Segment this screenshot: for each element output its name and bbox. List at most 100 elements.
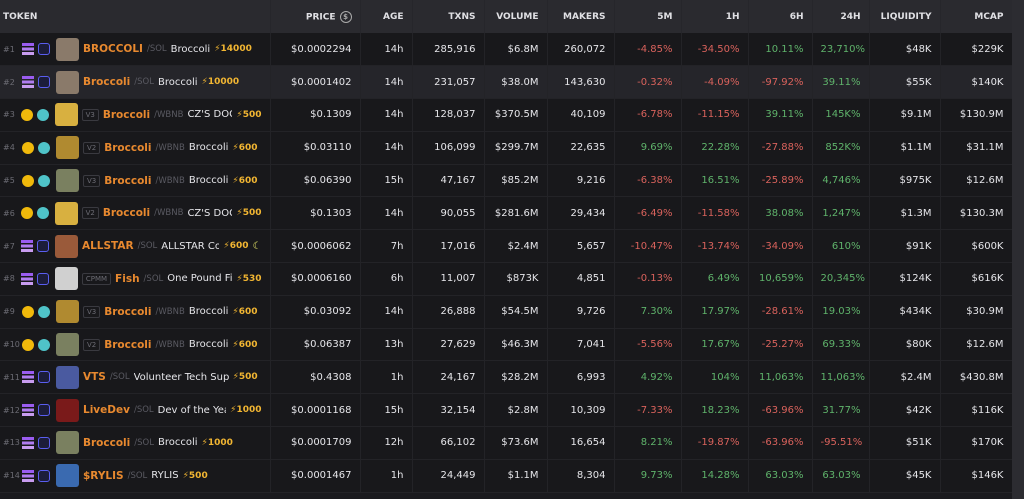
token-symbol: Broccoli	[104, 338, 152, 351]
price-cell: $0.06390	[270, 164, 361, 198]
token-name: Broccoli	[188, 339, 229, 351]
boost-count: 600	[229, 241, 249, 252]
rank-label: #9	[3, 307, 15, 317]
header-volume[interactable]: VOLUME	[484, 0, 548, 33]
table-row[interactable]: #9 V3 Broccoli/WBNB Broccoli ⚡600 $0.03092 14h…	[0, 295, 1013, 329]
token-name: Dev of the Year	[157, 404, 226, 416]
pancakeswap-dex-icon	[36, 207, 49, 220]
token-cell[interactable]: #9 V3 Broccoli/WBNB Broccoli ⚡600	[0, 295, 271, 329]
header-token[interactable]: TOKEN	[0, 0, 271, 33]
age-cell: 1h	[360, 459, 413, 493]
liquidity-cell: $9.1M	[869, 98, 941, 132]
table-row[interactable]: #4 V2 Broccoli/WBNB Broccoli ⚡600 $0.03110 14h…	[0, 131, 1013, 165]
liquidity-cell: $45K	[869, 459, 941, 493]
token-name: CZ'S DOG	[187, 109, 233, 121]
quote-symbol: SOL	[146, 273, 164, 284]
token-cell[interactable]: #6 V2 Broccoli/WBNB CZ'S DOG ⚡500	[0, 196, 271, 231]
token-cell[interactable]: #14 $RYLIS/SOL RYLIS ⚡500	[0, 459, 271, 493]
lightning-icon: ⚡	[232, 306, 239, 317]
token-symbol: Broccoli	[83, 76, 131, 89]
change-6h-cell: 38.08%	[748, 196, 813, 231]
change-6h-cell: -97.92%	[748, 65, 813, 100]
change-6h-cell: -27.88%	[748, 131, 813, 165]
token-cell[interactable]: #4 V2 Broccoli/WBNB Broccoli ⚡600	[0, 131, 271, 165]
liquidity-cell: $975K	[869, 164, 941, 198]
quote-token: /SOL	[146, 44, 167, 55]
change-6h-cell: 10.11%	[748, 33, 813, 67]
token-avatar	[56, 398, 79, 422]
change-24h-cell: 19.03%	[812, 295, 870, 329]
volume-cell: $2.8M	[484, 393, 548, 428]
table-row[interactable]: #7 ALLSTAR/SOL ALLSTAR Coi ⚡600 ☾ $0.0006062 7…	[0, 229, 1013, 264]
boost-count: 500	[188, 470, 208, 481]
header-1h[interactable]: 1H	[681, 0, 749, 33]
header-makers[interactable]: MAKERS	[547, 0, 615, 33]
mcap-cell: $116K	[940, 393, 1013, 428]
price-cell: $0.4308	[270, 360, 361, 395]
dollar-icon[interactable]: $	[339, 10, 352, 23]
table-row[interactable]: #11 VTS/SOL Volunteer Tech Supp ⚡500 $0.4308…	[0, 360, 1013, 395]
header-24h[interactable]: 24H	[812, 0, 870, 33]
raydium-dex-icon	[38, 76, 50, 89]
header-liquidity[interactable]: LIQUIDITY	[869, 0, 941, 33]
table-row[interactable]: #5 V3 Broccoli/WBNB Broccoli ⚡600 $0.06390 15h…	[0, 164, 1013, 198]
volume-cell: $38.0M	[484, 65, 548, 100]
moon-icon: ☾	[252, 240, 262, 252]
table-row[interactable]: #10 V2 Broccoli/WBNB Broccoli ⚡600 $0.06387 13…	[0, 328, 1013, 362]
token-cell[interactable]: #2 Broccoli/SOL Broccoli ⚡10000	[0, 65, 271, 100]
token-cell[interactable]: #7 ALLSTAR/SOL ALLSTAR Coi ⚡600 ☾	[0, 229, 271, 264]
token-cell[interactable]: #13 Broccoli/SOL Broccoli ⚡1000	[0, 426, 271, 460]
makers-cell: 6,993	[547, 360, 615, 395]
change-24h-cell: 145K%	[812, 98, 870, 132]
pancakeswap-dex-icon	[36, 108, 49, 121]
solana-chain-icon	[22, 76, 34, 89]
mcap-cell: $140K	[940, 65, 1013, 100]
table-row[interactable]: #8 CPMM Fish/SOL One Pound Fis ⚡530 $0.000616…	[0, 262, 1013, 296]
change-6h-cell: 63.03%	[748, 459, 813, 493]
change-1h-cell: 17.97%	[681, 295, 749, 329]
liquidity-cell: $80K	[869, 328, 941, 362]
boost-count: 1000	[236, 405, 262, 416]
token-name: Broccoli	[188, 142, 229, 154]
txns-cell: 90,055	[412, 196, 485, 231]
change-24h-cell: 4,746%	[812, 164, 870, 198]
table-row[interactable]: #6 V2 Broccoli/WBNB CZ'S DOG ⚡500 $0.1303 14h 9…	[0, 196, 1013, 231]
token-cell[interactable]: #10 V2 Broccoli/WBNB Broccoli ⚡600	[0, 328, 271, 362]
table-row[interactable]: #1 BROCCOLI/SOL Broccoli ⚡14000 $0.0002294 14…	[0, 33, 1013, 67]
token-cell[interactable]: #5 V3 Broccoli/WBNB Broccoli ⚡600	[0, 164, 271, 198]
header-age[interactable]: AGE	[360, 0, 413, 33]
bsc-chain-icon	[20, 108, 33, 121]
header-mcap[interactable]: MCAP	[940, 0, 1013, 33]
table-row[interactable]: #2 Broccoli/SOL Broccoli ⚡10000 $0.0001402 14…	[0, 65, 1013, 100]
token-cell[interactable]: #3 V3 Broccoli/WBNB CZ'S DOG ⚡500	[0, 98, 271, 132]
age-cell: 14h	[360, 98, 413, 132]
txns-cell: 24,449	[412, 459, 485, 493]
header-price[interactable]: PRICE $	[270, 0, 361, 33]
txns-cell: 11,007	[412, 262, 485, 296]
token-info: #5 V3 Broccoli/WBNB Broccoli ⚡600	[3, 169, 262, 193]
header-6h[interactable]: 6H	[748, 0, 813, 33]
header-txns[interactable]: TXNS	[412, 0, 485, 33]
header-5m[interactable]: 5M	[614, 0, 682, 33]
change-24h-cell: 31.77%	[812, 393, 870, 428]
change-6h-cell: -28.61%	[748, 295, 813, 329]
scrollbar[interactable]	[1012, 0, 1024, 499]
volume-cell: $28.2M	[484, 360, 548, 395]
token-cell[interactable]: #1 BROCCOLI/SOL Broccoli ⚡14000	[0, 33, 271, 67]
liquidity-cell: $51K	[869, 426, 941, 460]
volume-cell: $2.4M	[484, 229, 548, 264]
volume-cell: $299.7M	[484, 131, 548, 165]
token-symbol: Broccoli	[104, 141, 152, 154]
change-1h-cell: 14.28%	[681, 459, 749, 493]
token-avatar	[56, 365, 79, 389]
token-symbol: ALLSTAR	[81, 240, 134, 253]
table-row[interactable]: #3 V3 Broccoli/WBNB CZ'S DOG ⚡500 $0.1309 14h 1…	[0, 98, 1013, 132]
raydium-dex-icon	[38, 371, 50, 384]
token-cell[interactable]: #11 VTS/SOL Volunteer Tech Supp ⚡500	[0, 360, 271, 395]
token-cell[interactable]: #8 CPMM Fish/SOL One Pound Fis ⚡530	[0, 262, 271, 296]
table-row[interactable]: #14 $RYLIS/SOL RYLIS ⚡500 $0.0001467 1h 24,449…	[0, 459, 1013, 493]
pancakeswap-dex-icon	[38, 141, 50, 154]
table-row[interactable]: #13 Broccoli/SOL Broccoli ⚡1000 $0.0001709 12…	[0, 426, 1013, 460]
